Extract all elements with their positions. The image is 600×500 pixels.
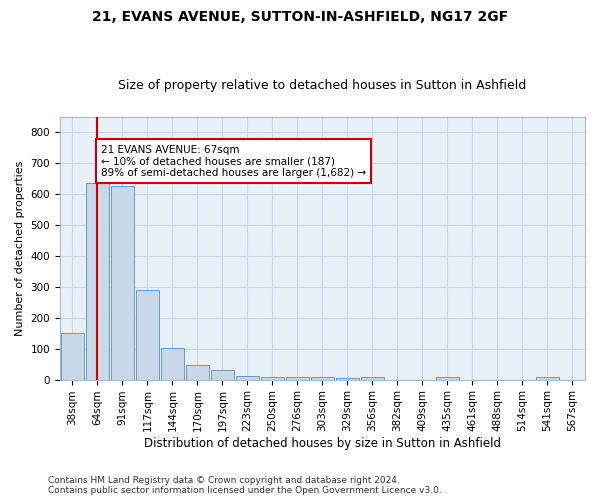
Bar — [335, 378, 359, 380]
Bar — [436, 377, 460, 380]
Text: Contains HM Land Registry data © Crown copyright and database right 2024.
Contai: Contains HM Land Registry data © Crown c… — [48, 476, 442, 495]
Bar — [86, 184, 109, 380]
Bar — [110, 186, 134, 380]
Bar — [61, 333, 84, 380]
Title: Size of property relative to detached houses in Sutton in Ashfield: Size of property relative to detached ho… — [118, 79, 527, 92]
Bar — [161, 348, 184, 380]
Bar — [260, 376, 284, 380]
Bar — [211, 370, 235, 380]
Bar — [136, 290, 159, 380]
X-axis label: Distribution of detached houses by size in Sutton in Ashfield: Distribution of detached houses by size … — [144, 437, 501, 450]
Bar — [536, 377, 559, 380]
Text: 21, EVANS AVENUE, SUTTON-IN-ASHFIELD, NG17 2GF: 21, EVANS AVENUE, SUTTON-IN-ASHFIELD, NG… — [92, 10, 508, 24]
Y-axis label: Number of detached properties: Number of detached properties — [15, 160, 25, 336]
Bar — [286, 377, 310, 380]
Text: 21 EVANS AVENUE: 67sqm
← 10% of detached houses are smaller (187)
89% of semi-de: 21 EVANS AVENUE: 67sqm ← 10% of detached… — [101, 144, 366, 178]
Bar — [361, 377, 385, 380]
Bar — [311, 377, 334, 380]
Bar — [236, 376, 259, 380]
Bar — [185, 366, 209, 380]
